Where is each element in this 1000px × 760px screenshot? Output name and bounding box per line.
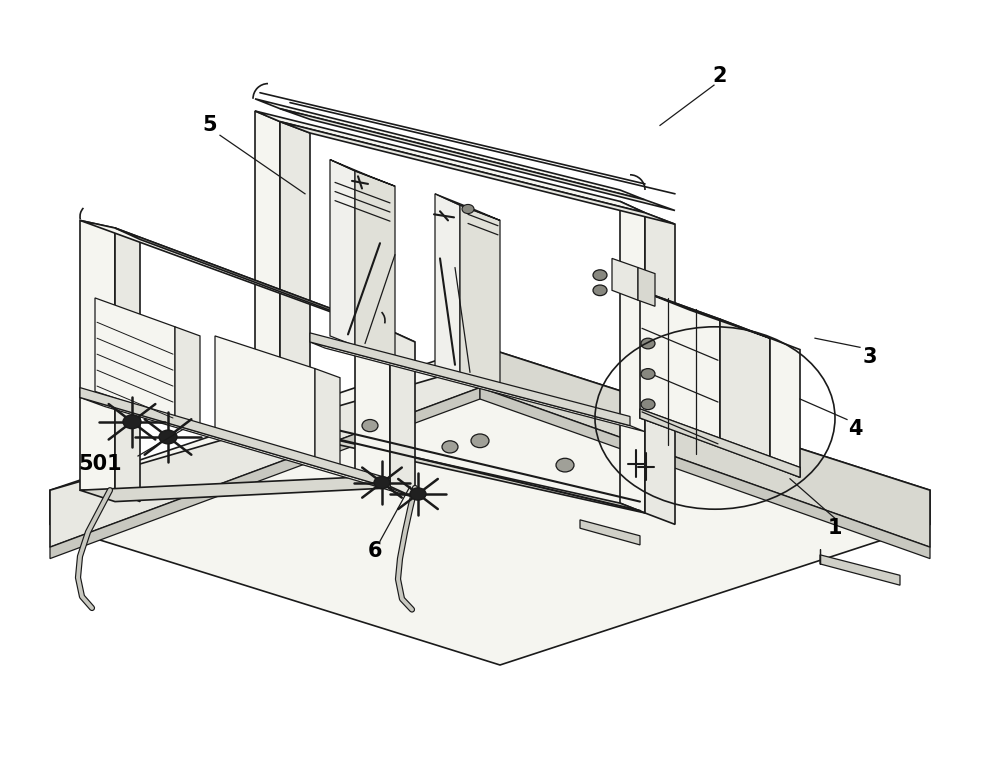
Text: 5: 5 (203, 116, 217, 135)
Polygon shape (50, 346, 930, 665)
Text: 3: 3 (863, 347, 877, 367)
Polygon shape (95, 298, 175, 418)
Polygon shape (640, 409, 800, 477)
Polygon shape (645, 213, 675, 524)
Polygon shape (460, 205, 500, 394)
Circle shape (362, 420, 378, 432)
Polygon shape (50, 365, 480, 547)
Polygon shape (115, 228, 415, 342)
Polygon shape (612, 258, 638, 300)
Text: 501: 501 (78, 454, 122, 473)
Text: 4: 4 (848, 420, 862, 439)
Circle shape (641, 338, 655, 349)
Polygon shape (80, 220, 390, 331)
Polygon shape (80, 397, 415, 498)
Polygon shape (355, 321, 390, 486)
Polygon shape (315, 369, 340, 471)
Polygon shape (640, 290, 770, 338)
Polygon shape (820, 555, 900, 585)
Polygon shape (280, 109, 675, 211)
Polygon shape (770, 338, 800, 477)
Polygon shape (310, 333, 630, 426)
Circle shape (442, 441, 458, 453)
Circle shape (593, 285, 607, 296)
Circle shape (159, 430, 177, 444)
Text: 2: 2 (713, 66, 727, 86)
Polygon shape (435, 194, 460, 378)
Polygon shape (255, 99, 645, 200)
Polygon shape (480, 346, 930, 547)
Polygon shape (620, 201, 645, 513)
Text: 6: 6 (368, 541, 382, 561)
Polygon shape (255, 111, 280, 432)
Polygon shape (638, 268, 655, 306)
Polygon shape (480, 388, 930, 559)
Polygon shape (640, 290, 720, 445)
Polygon shape (280, 122, 675, 224)
Circle shape (410, 488, 426, 500)
Polygon shape (390, 331, 415, 498)
Circle shape (123, 415, 141, 429)
Polygon shape (80, 220, 115, 490)
Polygon shape (580, 520, 640, 545)
Polygon shape (310, 342, 645, 432)
Polygon shape (50, 388, 480, 559)
Polygon shape (355, 171, 395, 361)
Polygon shape (280, 122, 310, 442)
Polygon shape (330, 160, 355, 346)
Circle shape (556, 458, 574, 472)
Circle shape (374, 477, 390, 489)
Polygon shape (640, 409, 800, 477)
Polygon shape (255, 111, 645, 213)
Polygon shape (115, 228, 140, 502)
Polygon shape (720, 319, 770, 465)
Polygon shape (80, 388, 390, 488)
Circle shape (641, 369, 655, 379)
Polygon shape (175, 327, 200, 427)
Circle shape (462, 204, 474, 214)
Circle shape (641, 399, 655, 410)
Polygon shape (80, 477, 390, 502)
Circle shape (593, 270, 607, 280)
Polygon shape (215, 336, 315, 462)
Polygon shape (255, 422, 645, 513)
Text: 1: 1 (828, 518, 842, 538)
Polygon shape (435, 194, 500, 220)
Circle shape (471, 434, 489, 448)
Polygon shape (330, 160, 395, 186)
